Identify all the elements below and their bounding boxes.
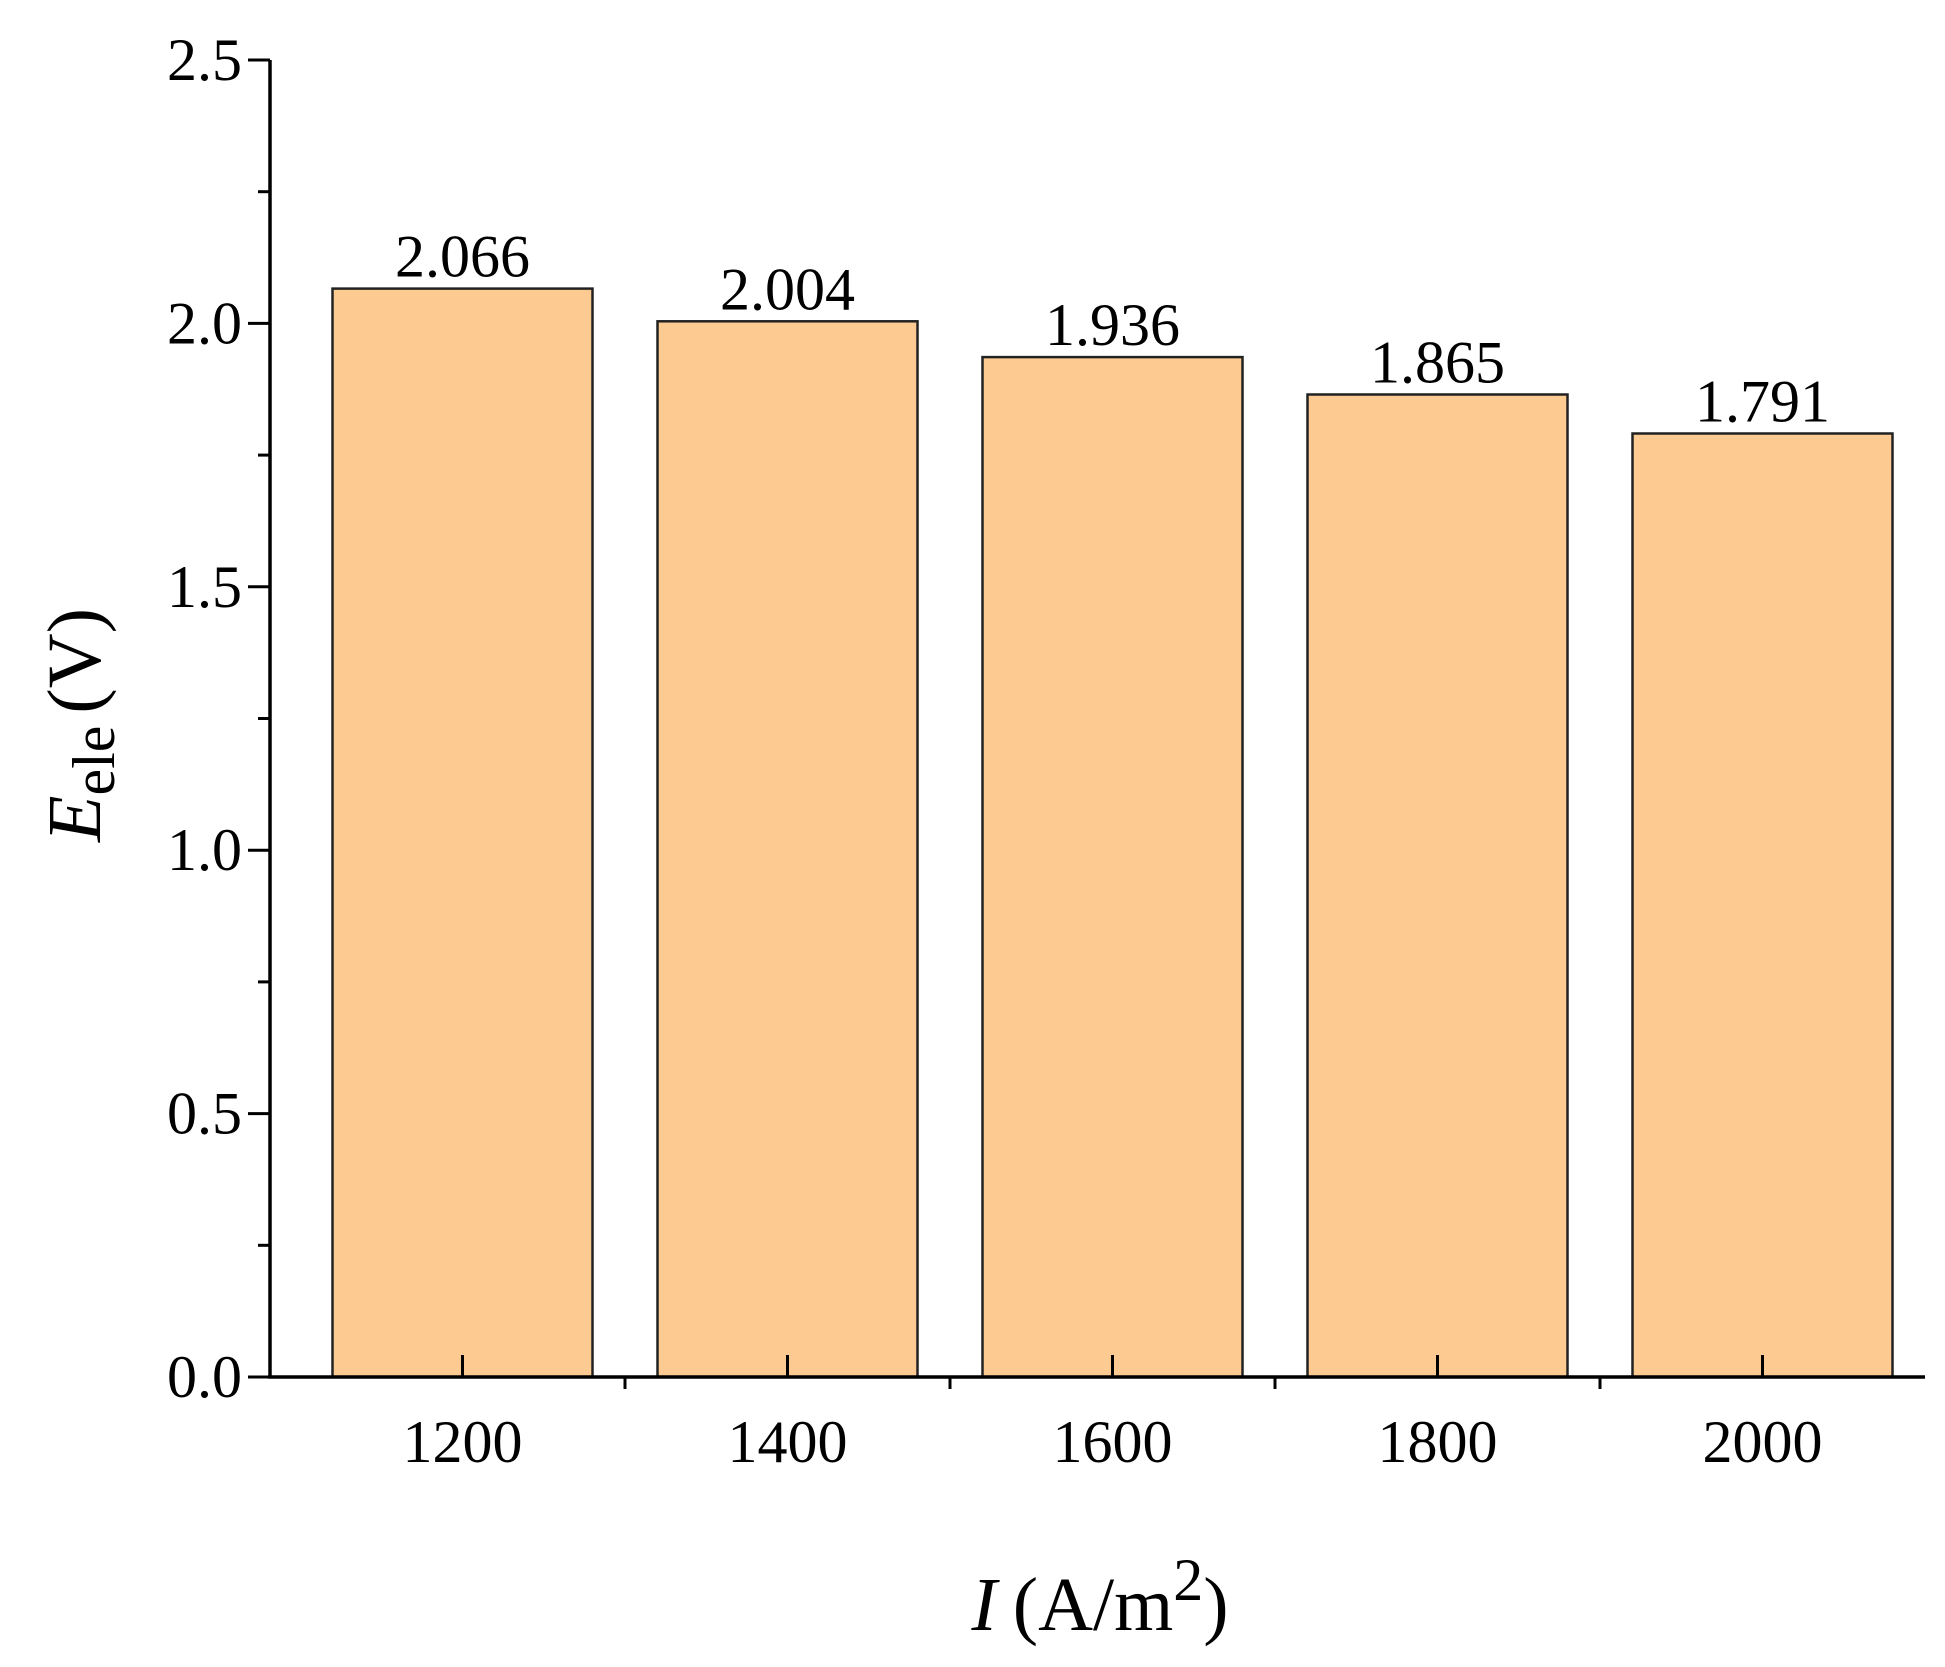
x-axis-unit-superscript: 2 — [1173, 1547, 1203, 1613]
data-label: 1.865 — [1370, 330, 1505, 396]
y-axis-title: Eele (V) — [33, 608, 127, 843]
x-tick-label: 1800 — [1378, 1409, 1498, 1475]
y-axis-subscript: ele — [61, 726, 127, 796]
x-axis-ticks: 1200 1400 1600 1800 2000 — [403, 1355, 1823, 1475]
x-axis-unit-prefix: (A/m — [1013, 1563, 1173, 1647]
y-axis-unit: (V) — [33, 608, 117, 714]
x-tick-label: 1200 — [403, 1409, 523, 1475]
y-tick-label: 2.5 — [167, 27, 242, 93]
x-tick-label: 1400 — [728, 1409, 848, 1475]
data-label: 1.791 — [1695, 369, 1830, 435]
bar — [331, 287, 594, 1379]
y-tick-label: 1.0 — [167, 817, 242, 883]
bar — [1631, 432, 1894, 1379]
bar — [1306, 393, 1569, 1379]
y-tick-label: 2.0 — [167, 290, 242, 356]
y-axis-ticks: 0.0 0.5 1.0 1.5 2.0 2.5 — [167, 27, 270, 1410]
y-tick-label: 0.0 — [167, 1344, 242, 1410]
y-tick-label: 0.5 — [167, 1081, 242, 1147]
data-labels-group: 2.066 2.004 1.936 1.865 1.791 — [395, 224, 1830, 435]
data-label: 2.004 — [720, 256, 855, 322]
y-axis-symbol: E — [33, 796, 117, 843]
x-tick-label: 1600 — [1053, 1409, 1173, 1475]
data-label: 1.936 — [1045, 292, 1180, 358]
x-tick-label: 2000 — [1703, 1409, 1823, 1475]
data-label: 2.066 — [395, 224, 530, 290]
x-axis-title: I (A/m2) — [970, 1547, 1228, 1647]
y-tick-label: 1.5 — [167, 554, 242, 620]
bar — [981, 355, 1244, 1379]
x-axis-unit-suffix: ) — [1203, 1563, 1228, 1647]
x-axis-symbol: I — [970, 1563, 1000, 1647]
bars-group — [331, 287, 1894, 1379]
bar — [656, 320, 919, 1379]
